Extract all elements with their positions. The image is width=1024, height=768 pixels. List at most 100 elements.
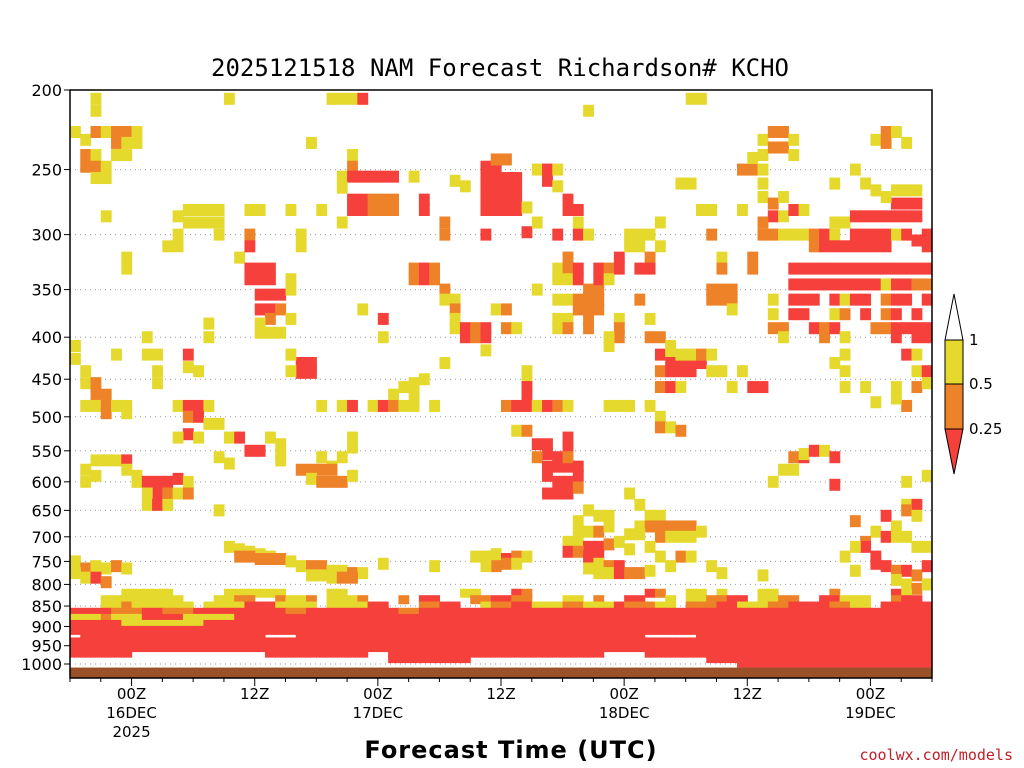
heatmap-cell bbox=[234, 431, 246, 444]
heatmap-cell bbox=[100, 126, 112, 139]
heatmap-cell bbox=[829, 177, 841, 190]
heatmap-cell bbox=[511, 625, 523, 635]
heatmap-cell bbox=[767, 658, 779, 668]
heatmap-cell bbox=[182, 410, 194, 423]
heatmap-cell bbox=[131, 607, 143, 617]
heatmap-cell bbox=[716, 601, 728, 611]
heatmap-cell bbox=[603, 340, 615, 353]
heatmap-cell bbox=[624, 637, 636, 647]
heatmap-cell bbox=[737, 613, 748, 623]
heatmap-cell bbox=[685, 648, 697, 658]
heatmap-cell bbox=[90, 637, 102, 647]
heatmap-cell bbox=[254, 607, 266, 617]
heatmap-cell bbox=[798, 613, 810, 623]
heatmap-cell bbox=[890, 573, 902, 586]
heatmap-cell bbox=[439, 625, 451, 635]
heatmap-cell bbox=[583, 607, 594, 617]
heatmap-cell bbox=[583, 525, 594, 538]
heatmap-cell bbox=[326, 463, 338, 476]
heatmap-cell bbox=[388, 643, 399, 653]
heatmap-cell bbox=[459, 654, 471, 664]
heatmap-cell bbox=[572, 293, 584, 306]
heatmap-cell bbox=[921, 601, 932, 611]
heatmap-cell bbox=[911, 582, 923, 595]
heatmap-cell bbox=[901, 262, 913, 275]
heatmap-cell bbox=[449, 303, 461, 316]
heatmap-cell bbox=[665, 601, 677, 611]
heatmap-cell bbox=[203, 625, 215, 635]
heatmap-cell bbox=[634, 293, 646, 306]
heatmap-cell bbox=[921, 331, 932, 344]
heatmap-cell bbox=[223, 457, 235, 470]
heatmap-cell bbox=[552, 601, 564, 611]
heatmap-cell bbox=[141, 498, 153, 511]
heatmap-cell bbox=[552, 475, 564, 488]
heatmap-cell bbox=[593, 607, 605, 617]
x-tick-label: 12Z bbox=[240, 685, 269, 703]
heatmap-cell bbox=[849, 654, 861, 664]
heatmap-cell bbox=[316, 648, 328, 658]
heatmap-cell bbox=[839, 348, 851, 361]
heatmap-cell bbox=[357, 637, 369, 647]
heatmap-cell bbox=[788, 451, 800, 464]
heatmap-cell bbox=[819, 278, 830, 291]
heatmap-cell bbox=[162, 619, 174, 629]
heatmap-cell bbox=[716, 654, 728, 664]
heatmap-cell bbox=[901, 136, 913, 149]
heatmap-cell bbox=[490, 193, 502, 206]
heatmap-cell bbox=[531, 283, 543, 296]
heatmap-cell bbox=[264, 601, 276, 611]
heatmap-cell bbox=[860, 210, 872, 223]
heatmap-cell bbox=[634, 240, 646, 253]
heatmap-cell bbox=[634, 601, 646, 611]
heatmap-cell bbox=[275, 454, 287, 467]
heatmap-cell bbox=[839, 613, 851, 623]
heatmap-cell bbox=[829, 643, 841, 653]
heatmap-cell bbox=[295, 619, 307, 629]
heatmap-cell bbox=[562, 648, 574, 658]
heatmap-cell bbox=[870, 525, 882, 538]
heatmap-cell bbox=[367, 613, 379, 623]
heatmap-cell bbox=[285, 637, 297, 647]
heatmap-cell bbox=[326, 625, 338, 635]
heatmap-cell bbox=[234, 619, 246, 629]
heatmap-cell bbox=[121, 601, 133, 611]
heatmap-cell bbox=[562, 475, 574, 488]
heatmap-cell bbox=[603, 601, 615, 611]
heatmap-cell bbox=[757, 658, 769, 668]
heatmap-cell bbox=[531, 625, 543, 635]
heatmap-cell bbox=[172, 472, 184, 485]
heatmap-cell bbox=[521, 588, 533, 598]
heatmap-cell bbox=[921, 658, 932, 668]
heatmap-cell bbox=[388, 625, 399, 635]
heatmap-cell bbox=[521, 643, 533, 653]
heatmap-cell bbox=[418, 643, 430, 653]
heatmap-cell bbox=[726, 293, 738, 306]
heatmap-cell bbox=[244, 595, 256, 605]
heatmap-cell bbox=[808, 648, 820, 658]
heatmap-cell bbox=[880, 643, 892, 653]
heatmap-cell bbox=[808, 625, 820, 635]
heatmap-cell bbox=[798, 293, 810, 306]
heatmap-cell bbox=[839, 607, 851, 617]
heatmap-cell bbox=[182, 361, 194, 374]
heatmap-cell bbox=[808, 613, 820, 623]
heatmap-cell bbox=[203, 317, 215, 330]
heatmap-cell bbox=[644, 520, 656, 533]
heatmap-cell bbox=[613, 535, 625, 548]
heatmap-cell bbox=[511, 399, 523, 412]
heatmap-cell bbox=[152, 588, 163, 598]
heatmap-cell bbox=[572, 545, 584, 558]
heatmap-cell bbox=[182, 619, 194, 629]
heatmap-cell bbox=[675, 520, 687, 533]
heatmap-cell bbox=[121, 648, 133, 658]
heatmap-cell bbox=[624, 619, 636, 629]
heatmap-cell bbox=[234, 631, 246, 641]
heatmap-cell bbox=[593, 525, 605, 538]
x-tick-label: 00Z bbox=[363, 685, 392, 703]
heatmap-cell bbox=[100, 160, 112, 173]
heatmap-cell bbox=[264, 273, 276, 286]
heatmap-cell bbox=[388, 388, 399, 401]
heatmap-cell bbox=[603, 509, 615, 522]
heatmap-cell bbox=[562, 643, 574, 653]
